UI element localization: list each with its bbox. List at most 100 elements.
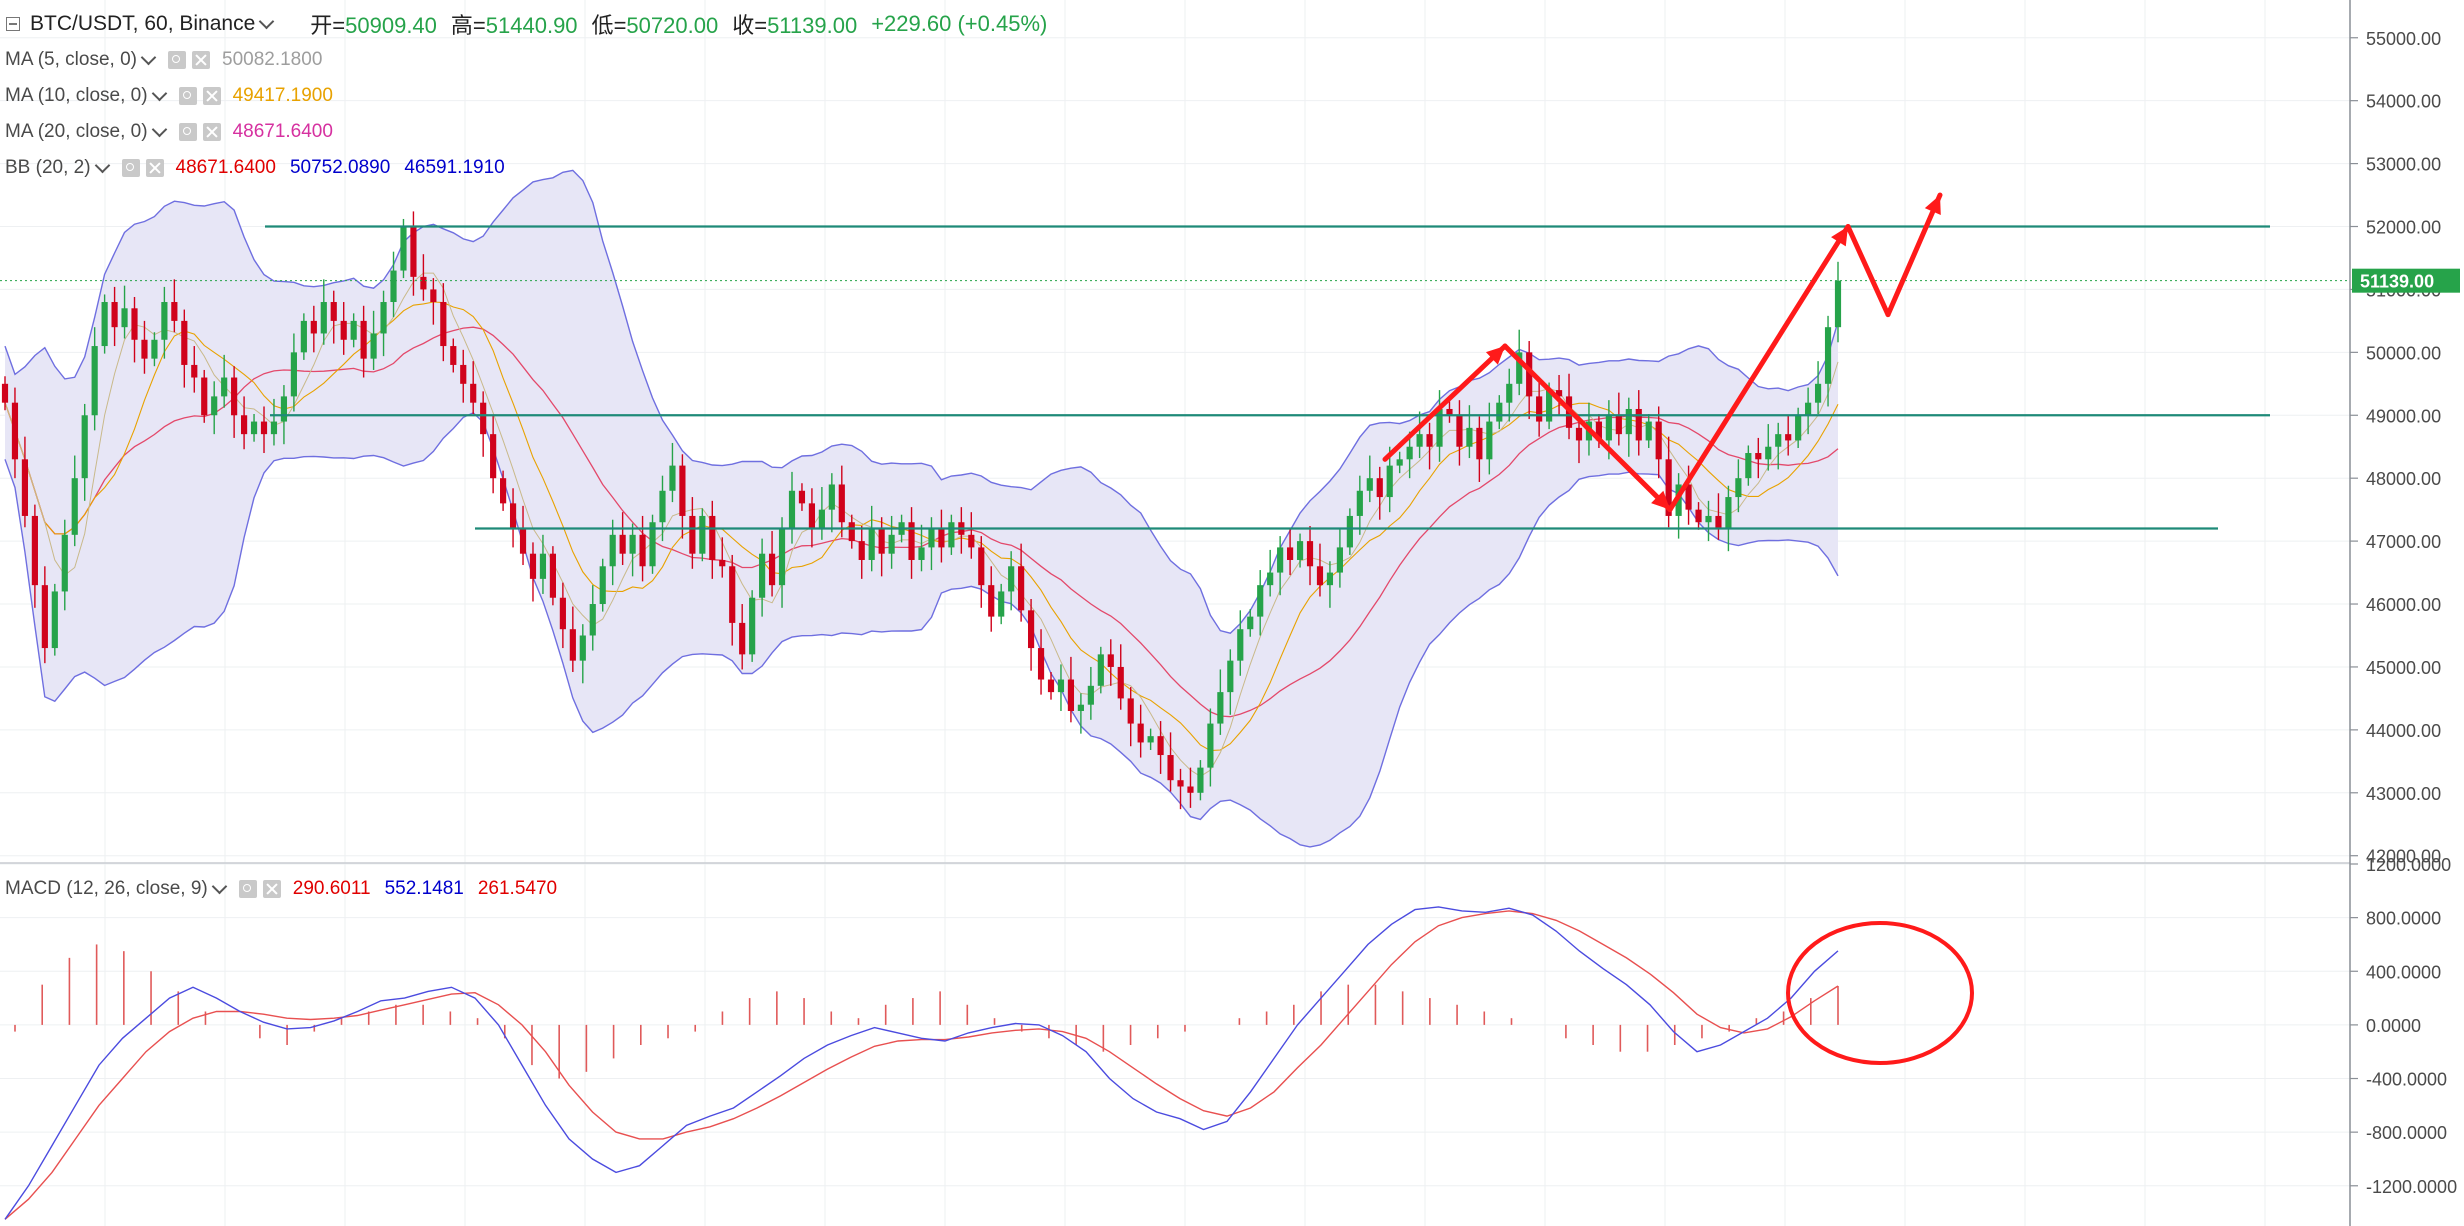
- candle: [1037, 648, 1045, 680]
- candle: [1655, 421, 1662, 460]
- candle: [490, 434, 497, 479]
- candle: [808, 503, 816, 529]
- arrow-head: [1651, 490, 1670, 510]
- chevron-down-icon[interactable]: [211, 878, 228, 894]
- indicator-macd[interactable]: MACD (12, 26, close, 9) 290.6011 552.148…: [0, 872, 571, 906]
- annotation-arrow-segment: [1502, 343, 1673, 513]
- macd-tick-label: 0.0000: [2366, 1016, 2421, 1036]
- price-tick-label: 52000.00: [2366, 218, 2441, 238]
- candle: [1287, 547, 1294, 560]
- candle: [240, 415, 248, 435]
- candle: [938, 528, 945, 548]
- arrow-head: [1924, 195, 1941, 216]
- candle: [1575, 427, 1583, 441]
- candle: [300, 320, 307, 353]
- candle: [450, 346, 457, 365]
- candle: [1416, 434, 1423, 447]
- close-icon[interactable]: [202, 87, 221, 105]
- candle: [968, 534, 975, 548]
- close-icon[interactable]: [145, 159, 164, 177]
- candle: [599, 566, 606, 605]
- candle: [858, 541, 865, 560]
- candle: [31, 515, 38, 586]
- candle: [1336, 547, 1343, 573]
- candle: [430, 289, 437, 303]
- candle: [1127, 698, 1134, 724]
- indicator-label: MA (5, close, 0): [5, 49, 137, 70]
- candle: [1715, 515, 1722, 529]
- candle: [1386, 465, 1393, 498]
- indicator-bb[interactable]: BB (20, 2) 48671.6400 50752.0890 46591.1…: [0, 151, 519, 185]
- candle: [539, 553, 547, 579]
- annotation-arrow-segment: [1845, 224, 1891, 318]
- chevron-down-icon[interactable]: [151, 121, 167, 137]
- candle: [1476, 427, 1483, 460]
- symbol-label[interactable]: BTC/USDT, 60, Binance: [30, 12, 256, 35]
- candle: [848, 522, 855, 542]
- candle: [818, 509, 825, 529]
- candle: [1167, 755, 1174, 781]
- candle: [420, 276, 427, 290]
- candle: [1277, 547, 1284, 573]
- candle: [1446, 408, 1453, 416]
- candle: [410, 226, 417, 277]
- macd-value-1: 290.6011: [292, 878, 371, 899]
- candle: [529, 553, 537, 579]
- eye-icon[interactable]: [238, 880, 257, 898]
- candle: [1247, 616, 1254, 630]
- price-tick-label: 49000.00: [2366, 406, 2441, 426]
- indicator-value: 50082.1800: [222, 49, 323, 70]
- macd-line: [4, 906, 1839, 1220]
- close-icon[interactable]: [262, 880, 281, 898]
- eye-icon[interactable]: [178, 123, 197, 141]
- candle: [171, 302, 178, 321]
- candle: [1047, 679, 1055, 693]
- chevron-down-icon[interactable]: [94, 157, 110, 173]
- candle: [1625, 408, 1632, 435]
- candle: [380, 302, 387, 334]
- close-icon[interactable]: [192, 51, 210, 69]
- chevron-down-icon[interactable]: [140, 49, 157, 65]
- candle: [81, 415, 88, 479]
- high-value: 高=51440.90: [450, 13, 578, 38]
- eye-icon[interactable]: [178, 87, 197, 105]
- indicator-ma20[interactable]: MA (20, close, 0) 48671.6400: [0, 115, 347, 149]
- candle: [1177, 780, 1184, 787]
- candle: [1685, 484, 1692, 510]
- candle: [519, 528, 527, 554]
- chevron-down-icon[interactable]: [151, 85, 167, 101]
- candle: [619, 534, 626, 554]
- eye-icon[interactable]: [168, 51, 186, 69]
- collapse-icon[interactable]: [6, 17, 20, 31]
- price-tick-label: 55000.00: [2366, 29, 2441, 49]
- candle: [141, 339, 148, 359]
- candle: [918, 547, 925, 560]
- indicator-ma5[interactable]: MA (5, close, 0) 50082.1800: [0, 43, 336, 77]
- candle: [1456, 415, 1463, 447]
- indicator-label: MACD (12, 26, close, 9): [5, 878, 208, 899]
- candle: [1536, 396, 1543, 422]
- candle: [739, 622, 746, 655]
- candle: [1755, 453, 1762, 460]
- eye-icon[interactable]: [121, 159, 140, 177]
- indicator-ma10[interactable]: MA (10, close, 0) 49417.1900: [0, 79, 347, 113]
- close-icon[interactable]: [202, 123, 221, 141]
- macd-tick-label: 800.0000: [2366, 909, 2441, 929]
- candle: [1506, 383, 1513, 403]
- candle: [579, 635, 586, 661]
- candle: [1057, 679, 1065, 693]
- candle: [1217, 692, 1224, 724]
- chevron-down-icon[interactable]: [258, 13, 275, 29]
- candle: [400, 226, 407, 271]
- price-tick-label: 48000.00: [2366, 469, 2441, 489]
- axis-background: [2350, 0, 2464, 1226]
- candle: [509, 503, 517, 529]
- candle: [589, 604, 596, 636]
- candle: [689, 515, 696, 554]
- bollinger-upper-line: [4, 169, 1839, 634]
- candle: [1296, 541, 1304, 560]
- change-value: +229.60 (+0.45%): [871, 11, 1048, 36]
- candle: [1087, 685, 1094, 705]
- candle: [1137, 723, 1144, 743]
